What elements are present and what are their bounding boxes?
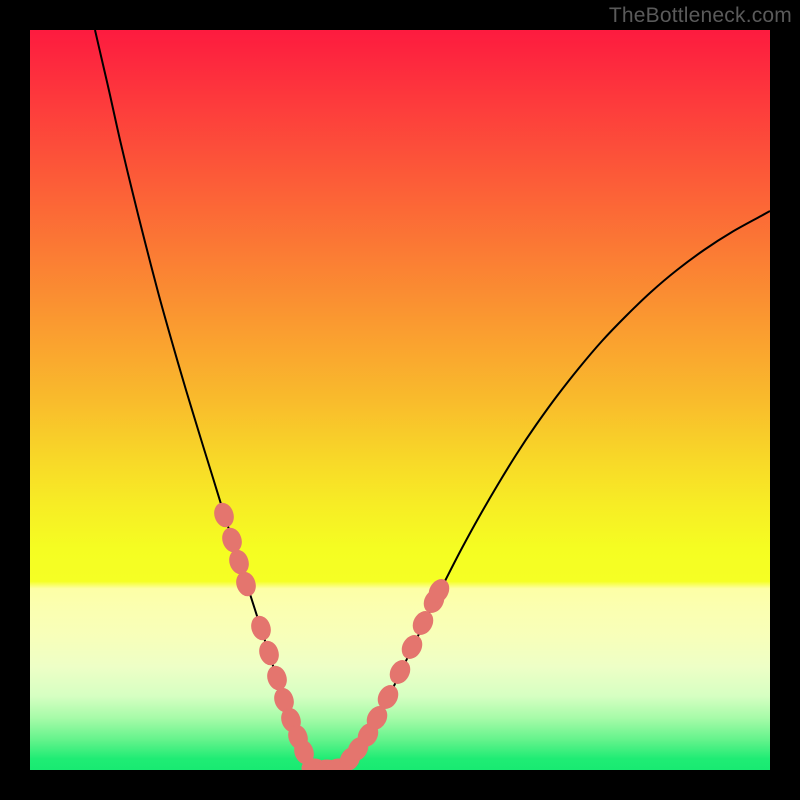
plot-background-gradient	[30, 30, 770, 770]
watermark-label: TheBottleneck.com	[609, 4, 792, 28]
v-curve-chart	[0, 0, 800, 800]
chart-container: TheBottleneck.com	[0, 0, 800, 800]
